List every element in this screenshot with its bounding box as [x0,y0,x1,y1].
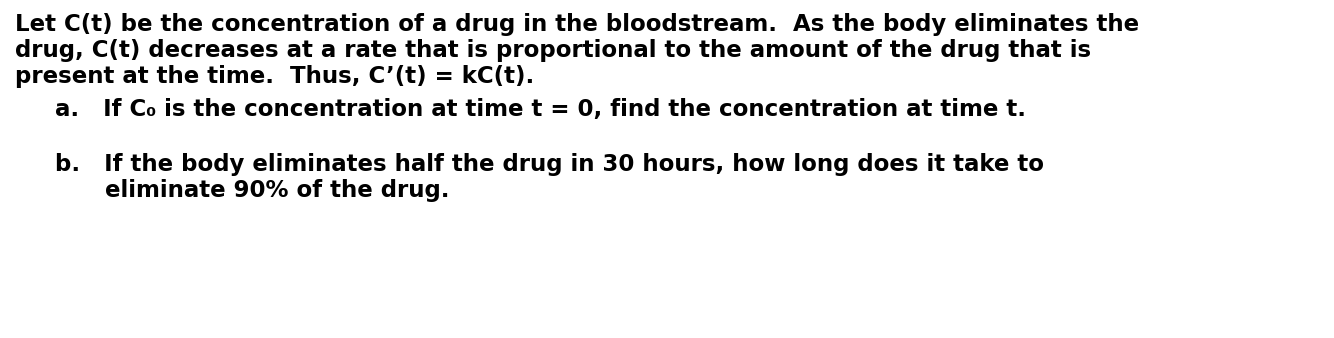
Text: present at the time.  Thus, C’(t) = kC(t).: present at the time. Thus, C’(t) = kC(t)… [15,65,534,88]
Text: a.   If C₀ is the concentration at time t = 0, find the concentration at time t.: a. If C₀ is the concentration at time t … [55,98,1026,121]
Text: drug, C(t) decreases at a rate that is proportional to the amount of the drug th: drug, C(t) decreases at a rate that is p… [15,39,1091,62]
Text: Let C(t) be the concentration of a drug in the bloodstream.  As the body elimina: Let C(t) be the concentration of a drug … [15,13,1139,36]
Text: eliminate 90% of the drug.: eliminate 90% of the drug. [105,179,450,202]
Text: b.   If the body eliminates half the drug in 30 hours, how long does it take to: b. If the body eliminates half the drug … [55,153,1045,176]
